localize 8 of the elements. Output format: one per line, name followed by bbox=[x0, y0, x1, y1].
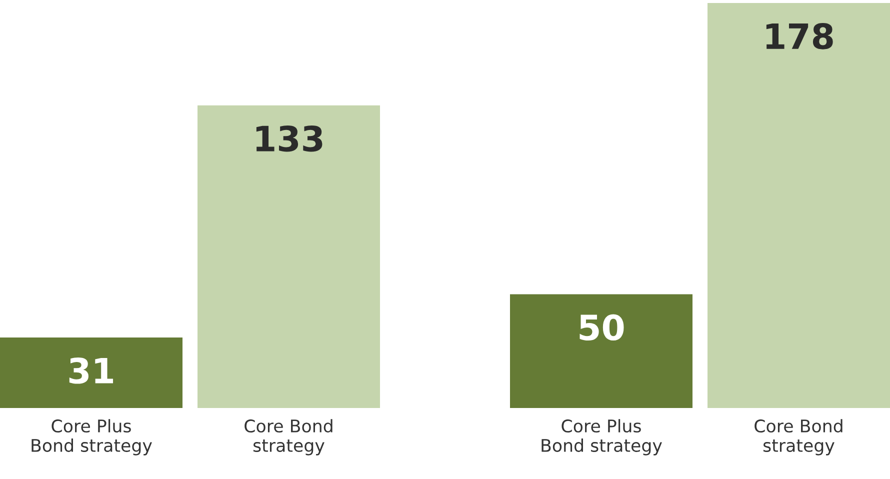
data-label: 133 bbox=[256, 125, 322, 152]
data-label: 31 bbox=[69, 358, 114, 384]
x-tick-label: Core Plus Bond strategy bbox=[32, 419, 152, 456]
data-label: 50 bbox=[580, 314, 624, 341]
x-tick-label: Core Bond strategy bbox=[754, 419, 842, 456]
x-tick-label: Core Bond strategy bbox=[244, 419, 332, 456]
data-label: 178 bbox=[766, 23, 833, 50]
x-tick-label: Core Plus Bond strategy bbox=[542, 419, 662, 456]
